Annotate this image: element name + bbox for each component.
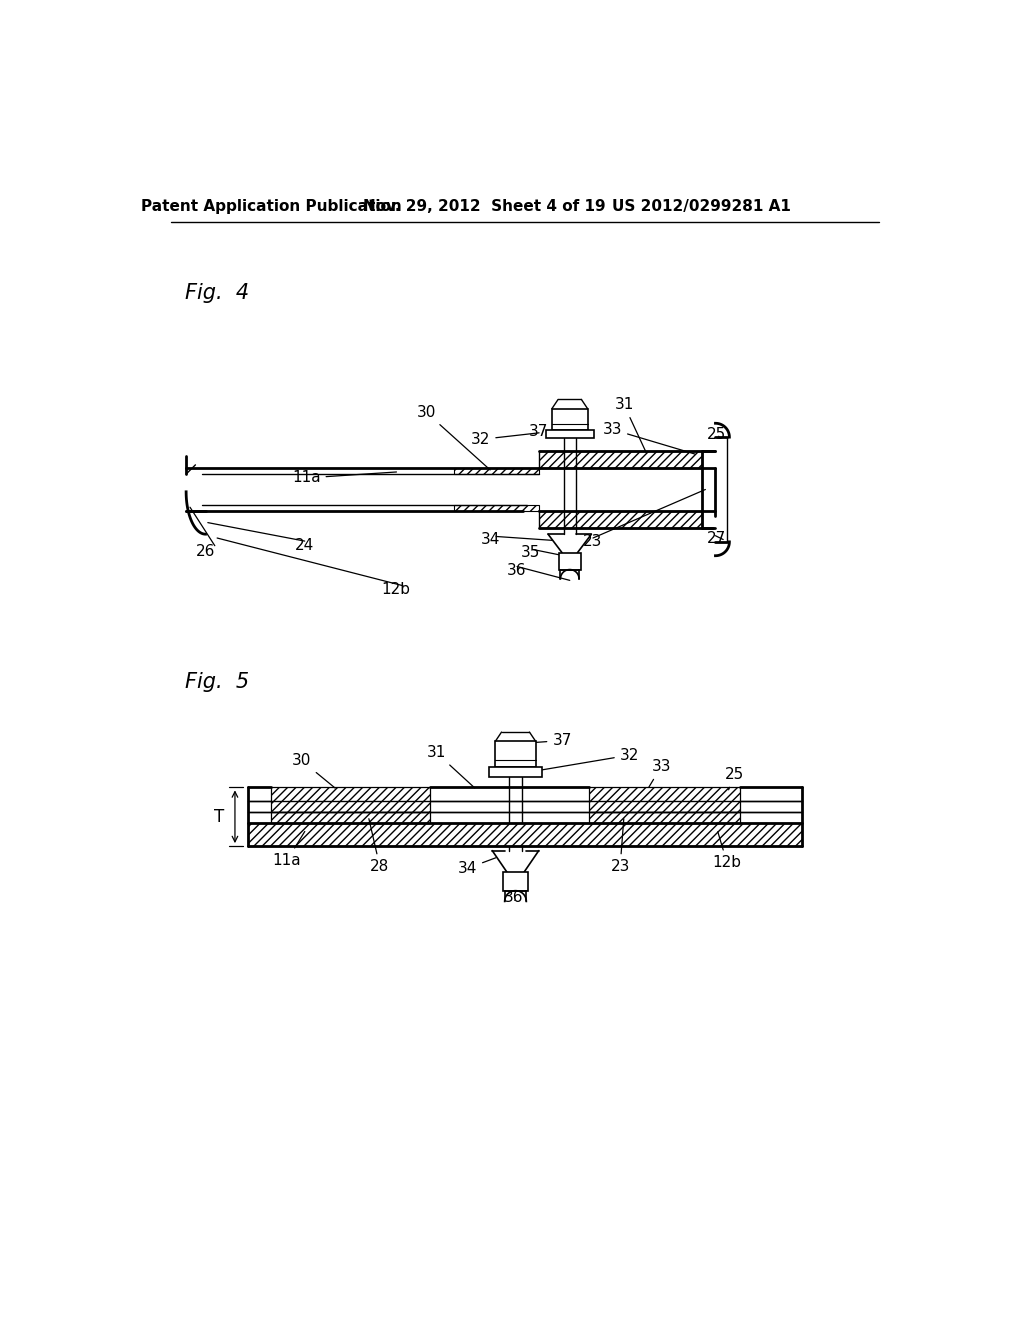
Bar: [271, 788, 430, 812]
Text: 25: 25: [708, 426, 727, 442]
Text: 11a: 11a: [292, 470, 396, 486]
Text: 31: 31: [427, 746, 475, 788]
Text: 34: 34: [458, 858, 496, 876]
Text: Patent Application Publication: Patent Application Publication: [141, 198, 401, 214]
Text: T: T: [214, 808, 224, 826]
Bar: [496, 742, 536, 767]
Bar: [589, 812, 740, 822]
Text: US 2012/0299281 A1: US 2012/0299281 A1: [612, 198, 791, 214]
Text: 37: 37: [522, 733, 571, 748]
Text: 35: 35: [506, 876, 525, 891]
Text: Nov. 29, 2012  Sheet 4 of 19: Nov. 29, 2012 Sheet 4 of 19: [364, 198, 606, 214]
Bar: [539, 511, 701, 528]
Text: 23: 23: [610, 818, 630, 874]
Text: 36: 36: [507, 562, 526, 578]
Bar: [454, 469, 539, 474]
Bar: [589, 788, 740, 812]
Text: 12b: 12b: [381, 582, 410, 597]
Text: 34: 34: [481, 532, 501, 546]
Text: 23: 23: [584, 535, 603, 549]
Bar: [503, 873, 528, 891]
Text: 24: 24: [295, 539, 314, 553]
Text: 31: 31: [614, 397, 646, 453]
Text: 11a: 11a: [272, 832, 305, 869]
Text: 12b: 12b: [713, 832, 741, 870]
Bar: [546, 430, 594, 438]
Text: Fig.  4: Fig. 4: [185, 284, 249, 304]
Bar: [552, 409, 588, 430]
Bar: [454, 506, 539, 511]
Bar: [271, 812, 430, 822]
Bar: [248, 822, 802, 846]
Bar: [539, 511, 701, 528]
Text: 30: 30: [292, 752, 335, 788]
Bar: [589, 812, 740, 822]
Text: 32: 32: [541, 747, 639, 770]
Bar: [454, 469, 539, 474]
Text: 32: 32: [471, 432, 539, 447]
Bar: [271, 812, 430, 822]
Text: 37: 37: [529, 414, 571, 440]
Bar: [271, 788, 430, 812]
Text: 28: 28: [369, 818, 389, 874]
Bar: [589, 788, 740, 812]
Text: 35: 35: [521, 545, 541, 560]
Bar: [454, 506, 539, 511]
Bar: [539, 451, 701, 469]
Text: 33: 33: [648, 759, 671, 788]
Text: 27: 27: [708, 531, 727, 546]
Text: Fig.  5: Fig. 5: [185, 672, 249, 692]
Text: 30: 30: [417, 405, 490, 470]
Bar: [539, 451, 701, 469]
Bar: [489, 767, 542, 776]
Bar: [248, 822, 802, 846]
Text: 36: 36: [504, 890, 523, 906]
Text: 33: 33: [603, 422, 695, 454]
Text: 26: 26: [196, 544, 215, 558]
Text: 25: 25: [724, 767, 743, 789]
Bar: [559, 553, 581, 570]
